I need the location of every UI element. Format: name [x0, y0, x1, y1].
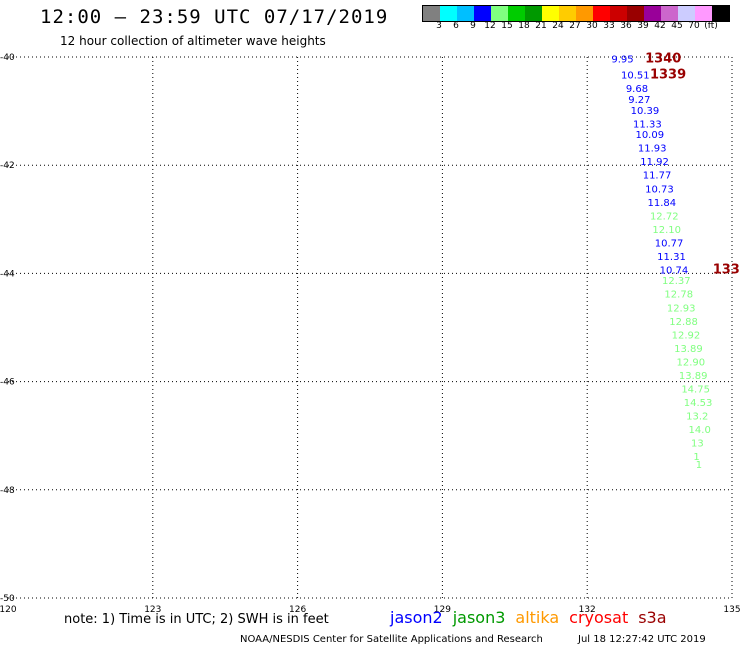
wave-height-value: 14.75: [681, 384, 710, 395]
color-swatch: [627, 6, 644, 21]
longitude-tick-label: 123: [144, 605, 161, 615]
color-swatch: [610, 6, 627, 21]
color-scale-label: 70: [688, 21, 700, 31]
color-swatch: [491, 6, 508, 21]
color-swatch: [712, 6, 729, 21]
wave-height-value: 1: [693, 452, 699, 463]
wave-height-value: 12.90: [676, 357, 705, 368]
color-swatch: [474, 6, 491, 21]
color-swatch: [525, 6, 542, 21]
color-swatch: [457, 6, 474, 21]
color-swatch: [559, 6, 576, 21]
wave-height-value: 11.93: [638, 144, 667, 155]
mission-legend-item: jason2: [390, 608, 443, 627]
wave-height-value: 1: [696, 460, 702, 471]
pass-time-label: 1338: [713, 262, 740, 277]
color-scale-label: 15: [501, 21, 513, 31]
wave-height-value: 10.77: [655, 238, 684, 249]
color-swatch: [695, 6, 712, 21]
color-scale-bar: [422, 5, 730, 22]
footer-note: note: 1) Time is in UTC; 2) SWH is in fe…: [64, 612, 329, 627]
wave-height-value: 12.72: [650, 211, 679, 222]
wave-height-value: 13.89: [674, 344, 703, 355]
color-swatch: [542, 6, 559, 21]
pass-time-label: 1339: [650, 68, 686, 83]
mission-legend: jason2 jason3 altika cryosat s3a: [390, 608, 677, 627]
color-scale-label: 12: [484, 21, 496, 31]
longitude-tick-label: 135: [723, 605, 740, 615]
latitude-tick-label: -46: [0, 378, 15, 388]
wave-height-value: 12.92: [672, 330, 701, 341]
longitude-tick-label: 132: [579, 605, 596, 615]
color-swatch: [423, 6, 440, 21]
credit-line: NOAA/NESDIS Center for Satellite Applica…: [240, 634, 543, 645]
color-swatch: [661, 6, 678, 21]
wave-height-value: 13.89: [679, 371, 708, 382]
wave-height-value: 11.77: [643, 171, 672, 182]
color-swatch: [508, 6, 525, 21]
latitude-tick-label: -40: [0, 53, 15, 63]
color-swatch: [678, 6, 695, 21]
generated-timestamp: Jul 18 12:27:42 UTC 2019: [578, 634, 706, 645]
wave-height-value: 10.39: [631, 106, 660, 117]
wave-height-value: 10.74: [660, 265, 689, 276]
wave-height-value: 13.2: [686, 411, 708, 422]
wave-height-value: 10.51: [621, 71, 650, 82]
mission-legend-item: s3a: [638, 608, 667, 627]
color-scale-label: 3: [436, 21, 442, 31]
color-scale-label: 27: [569, 21, 581, 31]
color-swatch: [576, 6, 593, 21]
pass-time-label: 1340: [645, 51, 681, 66]
wave-height-value: 12.88: [669, 317, 698, 328]
wave-height-value: 12.37: [662, 276, 691, 287]
wave-height-value: 12.10: [652, 225, 681, 236]
longitude-tick-label: 120: [0, 605, 17, 615]
color-swatch: [440, 6, 457, 21]
wave-height-value: 14.0: [689, 425, 711, 436]
wave-height-value: 9.27: [628, 95, 650, 106]
wave-height-value: 9.95: [611, 54, 633, 65]
wave-height-value: 10.09: [635, 130, 664, 141]
color-scale-label: 42: [654, 21, 666, 31]
wave-height-value: 10.73: [645, 184, 674, 195]
mission-legend-item: altika: [515, 608, 560, 627]
wave-height-value: 14.53: [684, 398, 713, 409]
wave-height-value: 12.93: [667, 303, 696, 314]
color-scale-label: 9: [470, 21, 476, 31]
wave-height-value: 11.92: [640, 157, 669, 168]
longitude-tick-label: 129: [434, 605, 451, 615]
map-title: 12:00 — 23:59 UTC 07/17/2019: [40, 6, 389, 28]
wave-height-value: 12.78: [664, 290, 693, 301]
color-scale-label: (ft): [704, 21, 718, 31]
wave-height-value: 11.84: [648, 198, 677, 209]
color-scale-label: 36: [620, 21, 632, 31]
longitude-tick-label: 126: [289, 605, 306, 615]
mission-legend-item: cryosat: [569, 608, 629, 627]
color-scale-label: 30: [586, 21, 598, 31]
wave-height-value: 13: [691, 439, 704, 450]
latitude-tick-label: -42: [0, 161, 15, 171]
latitude-tick-label: -50: [0, 594, 15, 604]
latitude-tick-label: -44: [0, 269, 15, 279]
color-scale-label: 24: [552, 21, 564, 31]
map-subtitle: 12 hour collection of altimeter wave hei…: [60, 34, 326, 48]
color-swatch: [593, 6, 610, 21]
mission-legend-item: jason3: [452, 608, 506, 627]
wave-height-value: 11.31: [657, 252, 686, 263]
color-scale-label: 39: [637, 21, 649, 31]
color-scale-label: 18: [518, 21, 530, 31]
wave-height-value: 9.68: [626, 84, 648, 95]
color-scale-label: 45: [671, 21, 683, 31]
color-scale-label: 33: [603, 21, 615, 31]
wave-height-value: 11.33: [633, 119, 662, 130]
color-scale-label: 6: [453, 21, 459, 31]
color-scale-label: 21: [535, 21, 547, 31]
latitude-tick-label: -48: [0, 486, 15, 496]
color-swatch: [644, 6, 661, 21]
